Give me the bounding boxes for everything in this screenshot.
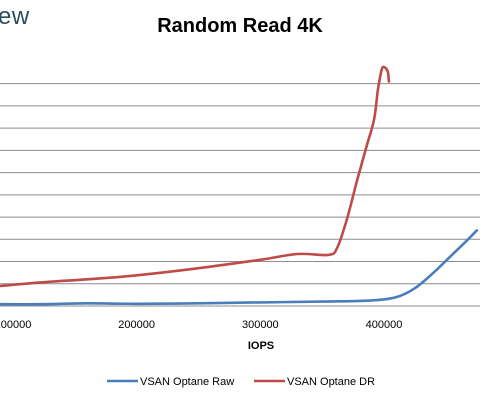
- legend-label: VSAN Optane DR: [287, 376, 375, 388]
- series-lines: [0, 65, 479, 306]
- x-axis-title: IOPS: [248, 340, 274, 352]
- legend: VSAN Optane Raw VSAN Optane DR: [107, 376, 375, 388]
- gridlines: [0, 83, 480, 307]
- x-tick-labels: 100000 200000 300000 400000: [0, 319, 402, 331]
- series-line-optane-raw: [0, 229, 479, 306]
- watermark-text: ew: [0, 3, 30, 30]
- x-tick-label: 200000: [118, 319, 155, 331]
- x-tick-label: 100000: [0, 319, 31, 331]
- legend-label: VSAN Optane Raw: [140, 376, 234, 388]
- x-tick-label: 300000: [242, 319, 279, 331]
- series-line-optane-dr: [0, 65, 391, 288]
- x-tick-label: 400000: [366, 319, 403, 331]
- chart-title: Random Read 4K: [157, 15, 323, 37]
